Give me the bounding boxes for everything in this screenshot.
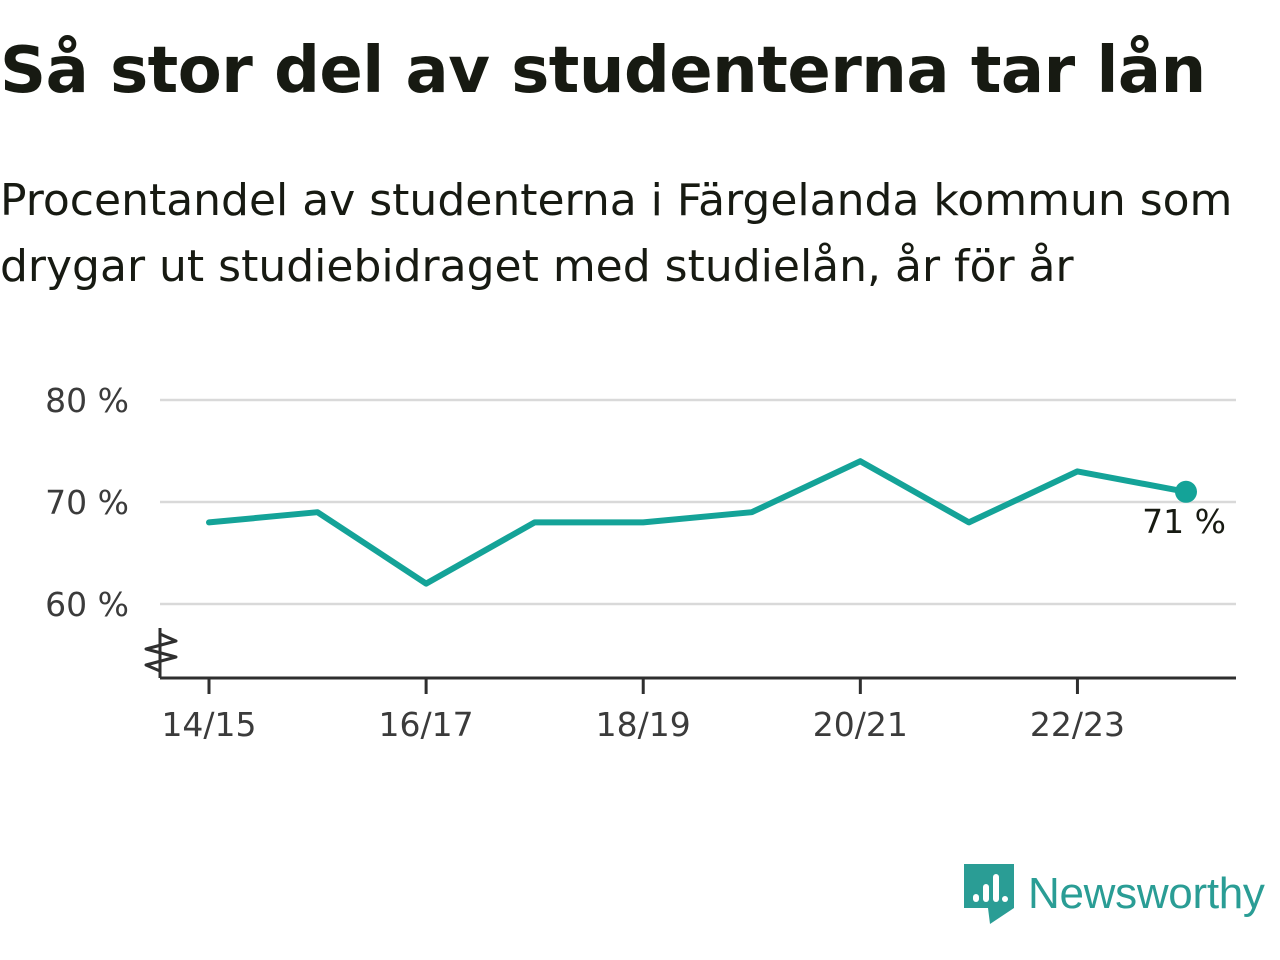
x-tick-label: 18/19: [596, 705, 691, 744]
x-tick-label: 16/17: [379, 705, 474, 744]
y-tick-label: 60 %: [45, 585, 129, 624]
series-line: [206, 458, 1189, 587]
x-tick-label: 14/15: [161, 705, 256, 744]
y-tick-labels: 60 % 70 % 80 %: [45, 381, 129, 624]
y-tick-label: 70 %: [45, 483, 129, 522]
x-tick-label: 22/23: [1030, 705, 1125, 744]
chart-title: Så stor del av studenterna tar lån: [0, 34, 1206, 108]
gridlines: [160, 398, 1236, 606]
end-point-marker: [1175, 480, 1197, 503]
x-tick-label: 20/21: [813, 705, 908, 744]
brand-name: Newsworthy: [1028, 869, 1265, 918]
x-tick-labels: 14/15 16/17 18/19 20/21 22/23: [161, 705, 1125, 744]
chart-subtitle: Procentandel av studenterna i Färgelanda…: [0, 175, 1233, 292]
series: [206, 458, 1197, 587]
brand-logo: Newsworthy: [964, 864, 1265, 924]
y-tick-label: 80 %: [45, 381, 129, 420]
annotations: 71 %: [1142, 502, 1226, 541]
axes: [144, 628, 1236, 694]
axis-break-icon: [144, 632, 178, 673]
end-value-label: 71 %: [1142, 502, 1226, 541]
line-chart: 60 % 70 % 80 % 14/15 16/17 18/19 20/21 22/23 7…: [45, 381, 1236, 744]
newsworthy-logo-icon: [964, 864, 1014, 924]
